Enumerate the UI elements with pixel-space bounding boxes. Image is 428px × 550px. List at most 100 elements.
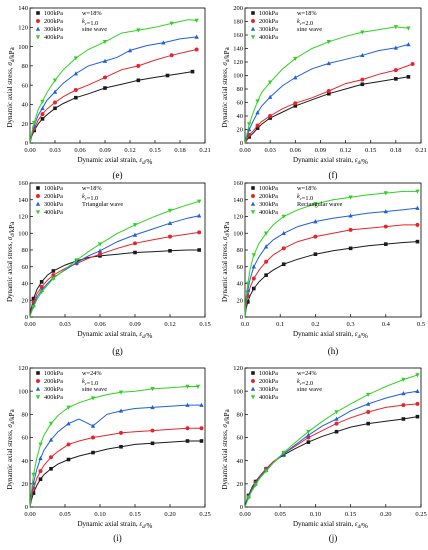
data-point-200kPa	[199, 426, 204, 431]
data-point-100kPa	[31, 491, 36, 495]
annotation-text: kc=1.0	[82, 378, 98, 387]
data-point-400kPa	[52, 78, 58, 83]
panel-label: (j)	[329, 533, 338, 543]
y-tick-label: 100	[233, 73, 243, 80]
legend-marker-100kPa	[251, 11, 255, 15]
data-point-400kPa	[32, 120, 37, 126]
data-point-400kPa	[90, 396, 96, 401]
y-tick-label: 100	[18, 388, 28, 395]
data-point-400kPa	[97, 242, 103, 247]
data-point-200kPa	[38, 469, 43, 474]
x-tick-label: 0.12	[164, 321, 175, 328]
x-axis-label: Dynamic axial strain, εd/%	[78, 520, 153, 530]
data-point-100kPa	[31, 296, 36, 301]
data-point-200kPa	[293, 101, 298, 106]
panel-label: (f)	[329, 170, 338, 180]
y-axis-label: Dynamic axial stress, σd/kPa	[221, 408, 231, 489]
series-line-100kPa	[29, 249, 200, 318]
data-point-100kPa	[255, 126, 260, 130]
y-tick-label: 20	[22, 297, 29, 304]
y-tick-label: 0	[25, 504, 28, 511]
data-point-400kPa	[74, 258, 79, 263]
y-tick-label: 60	[237, 100, 244, 107]
x-tick-label: 0.15	[345, 511, 356, 518]
y-tick-label: 140	[233, 197, 243, 204]
legend-marker-200kPa	[251, 379, 255, 383]
data-point-100kPa	[415, 414, 420, 419]
legend-label: 400kPa	[44, 34, 63, 41]
x-tick-label: 0.05	[275, 511, 286, 518]
data-point-100kPa	[360, 82, 365, 87]
y-tick-label: 60	[237, 264, 244, 271]
legend-label: 100kPa	[259, 10, 278, 17]
data-point-200kPa	[415, 222, 420, 227]
data-point-300kPa	[161, 40, 166, 45]
x-tick-label: 0.03	[49, 147, 60, 154]
annotation-text: w=18%	[297, 185, 317, 192]
legend-label: 100kPa	[44, 10, 63, 17]
series-line-100kPa	[244, 416, 418, 508]
data-point-200kPa	[348, 227, 353, 232]
x-tick-label: 0.06	[94, 321, 106, 328]
data-point-100kPa	[74, 95, 78, 100]
data-point-400kPa	[132, 223, 138, 228]
data-point-200kPa	[410, 62, 415, 67]
data-point-300kPa	[255, 110, 260, 115]
data-point-200kPa	[91, 435, 95, 440]
x-tick-label: 0.0	[241, 321, 249, 328]
data-point-100kPa	[327, 91, 331, 96]
annotation-text: kc=2.0	[297, 18, 313, 27]
legend-label: 200kPa	[259, 193, 278, 200]
data-point-300kPa	[313, 219, 318, 224]
panel-label: (h)	[328, 346, 339, 356]
legend-marker-200kPa	[36, 379, 40, 383]
legend-marker-100kPa	[36, 186, 40, 190]
y-tick-label: 40	[22, 102, 29, 109]
chart-panel-e: 0.00 0.03 0.06 0.09 0.12 0.15 0.18 0.21 0 20 40 60 8…	[6, 5, 211, 180]
y-tick-label: 40	[237, 458, 244, 465]
series-line-100kPa	[29, 440, 202, 508]
data-point-100kPa	[136, 78, 141, 83]
y-tick-label: 60	[22, 82, 29, 89]
data-point-400kPa	[150, 387, 155, 392]
y-tick-label: 20	[237, 297, 244, 304]
x-tick-label: 0.09	[99, 147, 110, 154]
y-tick-label: 80	[237, 247, 244, 254]
series-line-400kPa	[29, 386, 198, 508]
data-point-200kPa	[393, 68, 398, 73]
legend-marker-100kPa	[36, 371, 40, 375]
x-tick-label: 0.12	[124, 147, 135, 154]
data-point-400kPa	[195, 384, 201, 389]
data-point-100kPa	[66, 457, 71, 462]
annotation-text: sine wave	[297, 386, 322, 393]
data-point-200kPa	[40, 112, 45, 117]
data-point-400kPa	[415, 189, 420, 194]
data-point-100kPa	[51, 269, 56, 273]
y-tick-label: 140	[18, 197, 28, 204]
x-tick-label: 0.12	[340, 147, 351, 154]
chart-panel-f: 0.00 0.03 0.06 0.09 0.12 0.15 0.18 0.21 0 20 40 60 8…	[221, 5, 427, 180]
data-point-200kPa	[133, 241, 137, 246]
x-tick-label: 0.21	[199, 147, 210, 154]
legend-label: 300kPa	[259, 26, 278, 33]
y-tick-label: 180	[233, 19, 243, 26]
data-point-200kPa	[66, 442, 71, 447]
data-point-200kPa	[401, 403, 406, 408]
series-line-200kPa	[29, 49, 197, 144]
legend-label: 300kPa	[44, 26, 63, 33]
data-point-300kPa	[263, 244, 269, 249]
data-point-200kPa	[98, 252, 102, 257]
data-point-100kPa	[401, 417, 406, 421]
legend-marker-100kPa	[251, 186, 255, 190]
legend-label: 200kPa	[44, 193, 63, 200]
data-point-400kPa	[281, 214, 286, 219]
x-tick-label: 0.25	[415, 511, 426, 518]
data-point-400kPa	[406, 26, 411, 31]
y-tick-label: 60	[22, 435, 29, 442]
legend-marker-400kPa	[250, 35, 256, 40]
x-tick-label: 0.1	[276, 321, 284, 328]
series-line-400kPa	[244, 374, 418, 508]
data-point-400kPa	[38, 442, 43, 447]
data-point-100kPa	[185, 439, 190, 443]
data-point-100kPa	[53, 106, 57, 111]
